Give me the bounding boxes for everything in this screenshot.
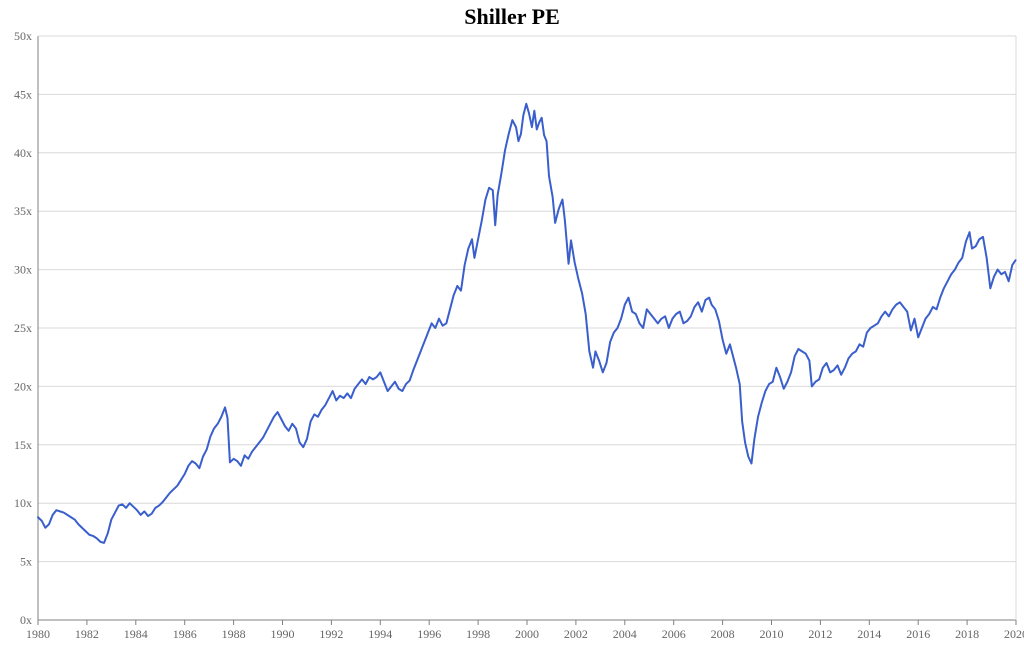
x-tick-label: 2016: [906, 627, 930, 641]
x-tick-label: 1984: [124, 627, 148, 641]
x-tick-label: 2018: [955, 627, 979, 641]
y-tick-label: 50x: [14, 29, 32, 43]
x-tick-label: 2012: [808, 627, 832, 641]
x-tick-label: 1998: [466, 627, 490, 641]
chart-bg: [0, 0, 1024, 647]
y-tick-label: 10x: [14, 496, 32, 510]
x-tick-label: 1994: [368, 627, 392, 641]
x-tick-label: 1996: [417, 627, 441, 641]
x-tick-label: 2010: [760, 627, 784, 641]
y-tick-label: 30x: [14, 263, 32, 277]
x-tick-label: 1988: [222, 627, 246, 641]
y-tick-label: 15x: [14, 438, 32, 452]
y-tick-label: 40x: [14, 146, 32, 160]
x-tick-label: 1990: [271, 627, 295, 641]
x-tick-label: 1992: [319, 627, 343, 641]
y-tick-label: 0x: [20, 613, 32, 627]
x-tick-label: 1986: [173, 627, 197, 641]
y-tick-label: 20x: [14, 379, 32, 393]
chart-svg: 0x 5x 10x 15x 20x 25x 30x 35x 40x 45x 50x 1980 1982 1…: [0, 0, 1024, 647]
y-tick-label: 5x: [20, 555, 32, 569]
x-tick-label: 2014: [857, 627, 881, 641]
x-tick-label: 2008: [711, 627, 735, 641]
x-tick-label: 2006: [662, 627, 686, 641]
x-tick-label: 1980: [26, 627, 50, 641]
y-tick-label: 25x: [14, 321, 32, 335]
x-tick-label: 2000: [515, 627, 539, 641]
x-tick-label: 1982: [75, 627, 99, 641]
x-tick-label: 2004: [613, 627, 637, 641]
x-tick-label: 2002: [564, 627, 588, 641]
y-tick-label: 35x: [14, 204, 32, 218]
chart-title: Shiller PE: [0, 4, 1024, 30]
shiller-pe-chart: Shiller PE 0x 5x 10x 15x 20x 25x 30x 35x 40x 45x 5…: [0, 0, 1024, 647]
y-tick-label: 45x: [14, 87, 32, 101]
x-tick-label: 2020: [1004, 627, 1024, 641]
